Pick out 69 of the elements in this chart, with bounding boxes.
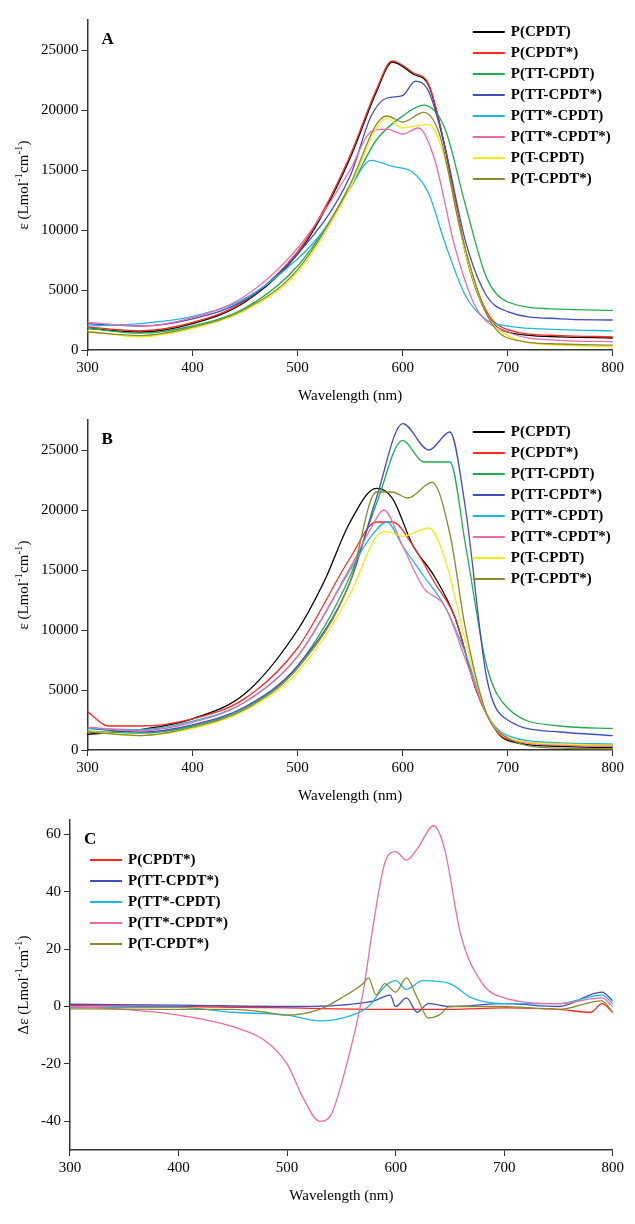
y-tick-label: -40	[41, 1112, 61, 1129]
x-tick-label: 400	[181, 758, 204, 775]
legend-label: P(TT-CPDT*)	[128, 871, 220, 889]
y-tick-label: 5000	[48, 280, 79, 297]
y-tick-label: 40	[46, 882, 61, 899]
x-tick-label: 800	[601, 758, 624, 775]
legend-label: P(CPDT*)	[128, 850, 196, 868]
legend-label: P(TT*-CPDT*)	[510, 527, 611, 545]
legend-label: P(T-CPDT*)	[128, 934, 210, 952]
y-tick-label: 60	[46, 825, 61, 842]
x-axis-title: Wavelength (nm)	[298, 386, 403, 404]
legend-label: P(CPDT)	[510, 422, 571, 440]
x-tick-label: 500	[275, 1158, 299, 1175]
x-tick-label: 500	[286, 358, 309, 375]
legend-label: P(T-CPDT*)	[510, 169, 592, 187]
y-tick-label: 20	[46, 940, 61, 957]
legend-label: P(TT*-CPDT*)	[128, 913, 228, 931]
x-tick-label: 300	[76, 358, 99, 375]
text: A	[101, 29, 115, 49]
x-tick-label: 300	[76, 758, 99, 775]
y-axis-title: Δε (Lmol-1cm-1)	[11, 935, 32, 1035]
legend-label: P(TT*-CPDT)	[128, 892, 221, 910]
x-tick-label: 700	[492, 1158, 516, 1175]
text: B	[101, 429, 113, 449]
y-tick-label: 15000	[41, 160, 79, 177]
line-series	[70, 1003, 613, 1013]
x-axis-title: Wavelength (nm)	[289, 1186, 394, 1204]
legend-label: P(TT-CPDT*)	[510, 485, 602, 503]
y-tick-label: 10000	[41, 220, 79, 237]
x-tick-label: 400	[181, 358, 204, 375]
y-tick-label: 10000	[41, 620, 79, 637]
x-tick-label: 600	[391, 358, 414, 375]
x-tick-label: 400	[167, 1158, 190, 1175]
y-tick-label: 5000	[48, 680, 79, 697]
x-tick-label: 500	[286, 758, 309, 775]
x-tick-label: 800	[601, 1158, 624, 1175]
y-axis-title: ε (Lmol-1cm-1)	[11, 140, 32, 230]
y-tick-label: 0	[53, 997, 61, 1014]
x-tick-label: 700	[496, 758, 519, 775]
x-tick-label: 700	[496, 358, 519, 375]
x-tick-label: 600	[391, 758, 414, 775]
y-axis-title: ε (Lmol-1cm-1)	[11, 540, 32, 630]
text: C	[84, 829, 97, 849]
legend-label: P(TT-CPDT)	[510, 64, 595, 82]
y-tick-label: 0	[71, 340, 79, 357]
legend-label: P(T-CPDT)	[510, 148, 585, 166]
legend-label: P(T-CPDT)	[510, 548, 585, 566]
x-tick-label: 300	[58, 1158, 82, 1175]
y-tick-label: 15000	[41, 560, 79, 577]
legend-label: P(CPDT*)	[510, 443, 579, 461]
legend-label: P(TT-CPDT)	[510, 464, 595, 482]
y-tick-label: 20000	[41, 500, 79, 517]
y-tick-label: 0	[71, 740, 79, 757]
line-series	[70, 991, 613, 1013]
x-axis-title: Wavelength (nm)	[298, 786, 403, 804]
legend-label: P(TT*-CPDT)	[510, 506, 604, 524]
legend-label: P(CPDT)	[510, 22, 571, 40]
legend-label: P(TT*-CPDT)	[510, 106, 604, 124]
y-tick-label: -20	[41, 1054, 61, 1071]
y-tick-label: 25000	[41, 440, 79, 457]
legend-label: P(TT*-CPDT*)	[510, 127, 611, 145]
y-tick-label: 25000	[41, 40, 79, 57]
line-series	[70, 825, 613, 1122]
x-tick-label: 800	[601, 358, 624, 375]
y-tick-label: 20000	[41, 100, 79, 117]
x-tick-label: 600	[384, 1158, 407, 1175]
legend-label: P(TT-CPDT*)	[510, 85, 602, 103]
legend-label: P(T-CPDT*)	[510, 569, 592, 587]
legend-label: P(CPDT*)	[510, 43, 579, 61]
